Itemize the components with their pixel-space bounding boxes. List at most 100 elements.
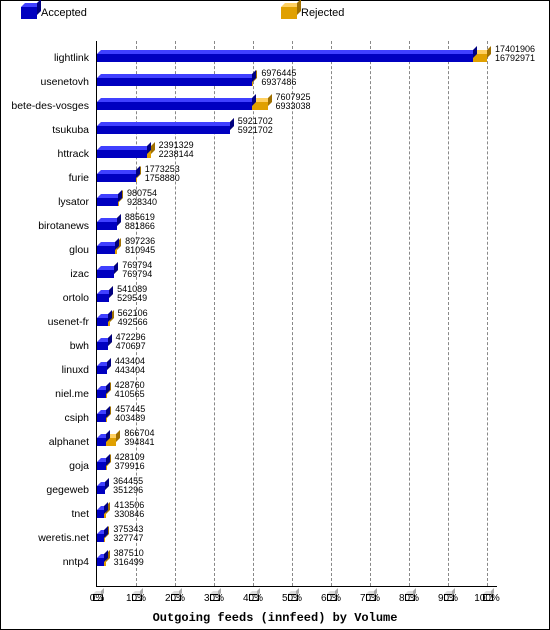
- value-accepted: 394841: [124, 438, 154, 447]
- bar-accepted: [97, 529, 104, 537]
- x-tick: [483, 586, 491, 591]
- bar-accepted: [97, 265, 114, 273]
- x-tick-label: 30%: [204, 593, 224, 604]
- bar-accepted: [97, 169, 136, 177]
- bar-row: alphanet866704394841: [97, 433, 497, 457]
- x-tick-label: 40%: [243, 593, 263, 604]
- x-tick: [444, 586, 452, 591]
- value-accepted: 5921702: [238, 126, 273, 135]
- legend-label: Rejected: [301, 7, 344, 19]
- bar-row: ortolo541089529549: [97, 289, 497, 313]
- x-tick: [249, 586, 257, 591]
- category-label: izac: [0, 268, 89, 280]
- bar-accepted: [97, 193, 118, 201]
- category-label: tsukuba: [0, 124, 89, 136]
- bar-row: izac769794769794: [97, 265, 497, 289]
- value-accepted: 470697: [116, 342, 146, 351]
- bar-row: weretis.net375343327747: [97, 529, 497, 553]
- plot-area: 0%10%20%30%40%50%60%70%80%90%100%lightli…: [96, 41, 497, 587]
- x-tick-label: 70%: [360, 593, 380, 604]
- category-label: lysator: [0, 196, 89, 208]
- bar-row: linuxd443404443404: [97, 361, 497, 385]
- x-tick: [405, 586, 413, 591]
- value-accepted: 316499: [114, 558, 144, 567]
- value-accepted: 351296: [113, 486, 143, 495]
- x-tick: [132, 586, 140, 591]
- legend-item-accepted: Accepted: [21, 7, 87, 19]
- bar-row: goja428109379916: [97, 457, 497, 481]
- bar-accepted: [97, 361, 107, 369]
- x-tick-label: 0%: [90, 593, 104, 604]
- bar-accepted: [97, 49, 473, 57]
- bar-row: niel.me428760410565: [97, 385, 497, 409]
- x-tick-label: 20%: [165, 593, 185, 604]
- category-label: alphanet: [0, 436, 89, 448]
- bar-accepted: [97, 97, 252, 105]
- value-accepted: 2238144: [159, 150, 194, 159]
- x-axis-title: Outgoing feeds (innfeed) by Volume: [1, 611, 549, 625]
- x-tick: [288, 586, 296, 591]
- value-accepted: 529549: [117, 294, 147, 303]
- x-tick-label: 90%: [438, 593, 458, 604]
- value-accepted: 881866: [125, 222, 155, 231]
- legend-label: Accepted: [41, 7, 87, 19]
- value-accepted: 769794: [122, 270, 152, 279]
- category-label: usenetovh: [0, 76, 89, 88]
- value-accepted: 810945: [125, 246, 155, 255]
- x-tick-label: 10%: [126, 593, 146, 604]
- category-label: tnet: [0, 508, 89, 520]
- value-accepted: 492566: [118, 318, 148, 327]
- bar-accepted: [97, 433, 106, 441]
- category-label: bete-des-vosges: [0, 100, 89, 112]
- value-accepted: 6933038: [276, 102, 311, 111]
- bar-row: nntp4387510316499: [97, 553, 497, 577]
- x-tick: [210, 586, 218, 591]
- x-tick-label: 50%: [282, 593, 302, 604]
- bar-row: tnet413506330846: [97, 505, 497, 529]
- bar-accepted: [97, 145, 147, 153]
- bar-accepted: [97, 481, 105, 489]
- value-accepted: 330846: [114, 510, 144, 519]
- bar-accepted: [97, 505, 104, 513]
- bar-row: gegeweb364455351296: [97, 481, 497, 505]
- value-accepted: 928340: [127, 198, 157, 207]
- x-tick: [93, 586, 101, 591]
- bar-row: bete-des-vosges76079256933038: [97, 97, 497, 121]
- bar-row: tsukuba59217025921702: [97, 121, 497, 145]
- bar-row: csiph457445403489: [97, 409, 497, 433]
- bar-accepted: [97, 313, 108, 321]
- value-accepted: 16792971: [495, 54, 535, 63]
- bar-accepted: [97, 553, 104, 561]
- value-accepted: 443404: [115, 366, 145, 375]
- bar-row: glou897236810945: [97, 241, 497, 265]
- bar-accepted: [97, 409, 106, 417]
- bar-row: lightlink1740190616792971: [97, 49, 497, 73]
- bar-row: usenet-fr562106492566: [97, 313, 497, 337]
- value-accepted: 379916: [115, 462, 145, 471]
- legend-item-rejected: Rejected: [281, 7, 344, 19]
- category-label: goja: [0, 460, 89, 472]
- value-accepted: 6937486: [261, 78, 296, 87]
- category-label: weretis.net: [0, 532, 89, 544]
- category-label: nntp4: [0, 556, 89, 568]
- category-label: lightlink: [0, 52, 89, 64]
- legend: Accepted Rejected: [1, 7, 549, 35]
- bar-row: lysator980754928340: [97, 193, 497, 217]
- x-tick-label: 100%: [474, 593, 500, 604]
- legend-swatch-rejected: [281, 7, 297, 19]
- bar-accepted: [97, 73, 252, 81]
- category-label: usenet-fr: [0, 316, 89, 328]
- value-accepted: 327747: [113, 534, 143, 543]
- x-tick-label: 60%: [321, 593, 341, 604]
- category-label: birotanews: [0, 220, 89, 232]
- x-tick: [327, 586, 335, 591]
- category-label: gegeweb: [0, 484, 89, 496]
- chart-container: AcceptedRejected 0%10%20%30%40%50%60%70%…: [0, 0, 550, 630]
- bar-accepted: [97, 121, 230, 129]
- bar-row: birotanews885619881866: [97, 217, 497, 241]
- bar-row: bwh472296470697: [97, 337, 497, 361]
- bar-accepted: [97, 289, 109, 297]
- bar-accepted: [97, 457, 106, 465]
- x-tick: [366, 586, 374, 591]
- bar-accepted: [97, 337, 108, 345]
